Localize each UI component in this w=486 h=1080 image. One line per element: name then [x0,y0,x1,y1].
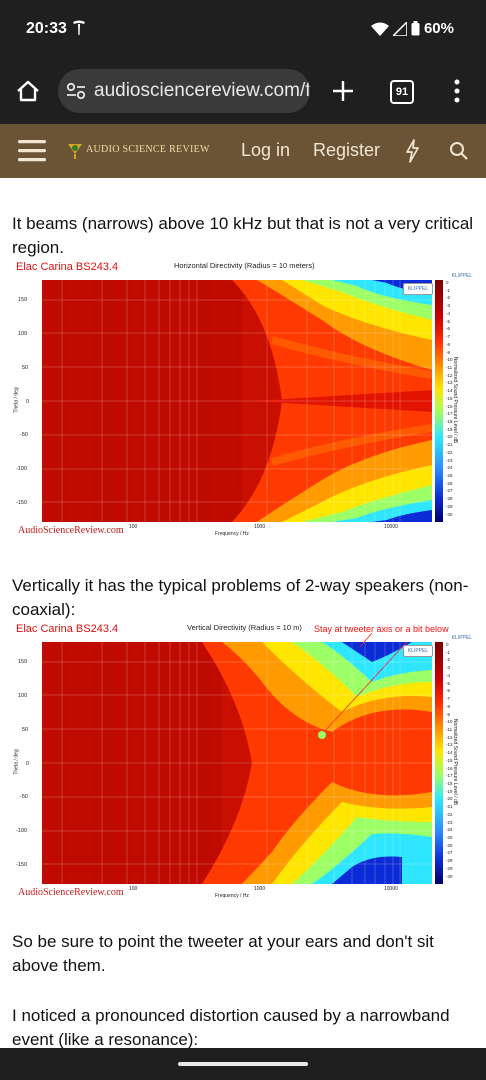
search-icon[interactable] [449,141,469,161]
y-tick: -100 [16,466,28,472]
figure-caption: Elac Carina BS243.4 [16,261,119,273]
system-nav-bar [0,1048,486,1080]
klippel-label: KLIPPEL [451,635,472,641]
wifi-icon [370,22,389,36]
heatmap-plot [42,642,432,884]
home-icon[interactable] [16,80,40,102]
y-tick: -50 [20,432,28,438]
colorbar-tick-labels: 0 -1 -2 -3 -4 -5 -6 -7 -8 -9 -10 -11 -12 -13 -14 -15 -16… [446,642,453,879]
post-paragraph: I noticed a pronounced distortion caused… [12,1006,450,1048]
register-link[interactable]: Register [313,140,381,160]
y-tick: 0 [26,761,30,767]
watermark: AudioScienceReview.com [18,525,124,536]
post-paragraph: Vertically it has the typical problems o… [12,576,469,619]
y-tick: -100 [16,828,28,834]
status-time: 20:33 [26,20,67,37]
tab-switcher-button[interactable]: 91 [390,80,414,104]
signal-icon [392,21,407,36]
home-gesture-handle[interactable] [178,1062,308,1066]
y-axis-label: Theta / deg [13,749,20,775]
site-header: AUDIO SCIENCE REVIEW Log in Register [0,124,486,178]
site-logo-icon[interactable] [66,140,84,160]
colorbar-tick-labels: 0 -1 -2 -3 -4 -5 -6 -7 -8 -9 -10 -11 -12 -13 -14 -15 -16… [446,280,453,517]
whats-new-icon[interactable] [404,139,420,163]
x-tick: 1000 [254,886,266,892]
y-tick: 100 [18,693,28,699]
battery-percent: 60% [423,20,454,37]
colorbar-label: Normalized Sound Pressure Level / dB [452,718,459,806]
x-tick: 10000 [384,886,398,892]
new-tab-icon[interactable] [332,80,354,102]
klippel-badge-text: KLIPPEL [407,286,429,292]
site-settings-icon[interactable] [66,82,86,100]
x-axis-label: Frequency / Hz [215,893,249,899]
x-tick: 100 [129,524,138,530]
colorbar [435,642,443,884]
browser-toolbar: audiosciencereview.com/for 91 [0,58,486,124]
klippel-badge: KLIPPEL [403,283,433,295]
status-bar: 20:33 60% [0,0,486,58]
post-paragraph: It beams (narrows) above 10 kHz but that… [12,214,474,257]
figure-caption: Elac Carina BS243.4 [16,623,119,635]
post-content: It beams (narrows) above 10 kHz but that… [0,178,486,1048]
horizontal-directivity-figure: Elac Carina BS243.4 Horizontal Directivi… [10,257,476,541]
overflow-menu-icon[interactable] [453,79,461,103]
y-tick: 150 [18,659,28,665]
colorbar [435,280,443,522]
x-axis-label: Frequency / Hz [215,531,249,537]
y-tick: 100 [18,331,28,337]
klippel-badge-text: KLIPPEL [407,648,429,654]
chart-title: Vertical Directivity (Radius = 10 m) [187,623,302,632]
status-icons: 60% [370,20,454,37]
y-tick: 50 [22,365,29,371]
heatmap-plot [42,280,432,522]
tesla-app-icon [73,20,85,35]
post-paragraph: So be sure to point the tweeter at your … [12,932,434,975]
x-tick: 100 [129,886,138,892]
vertical-directivity-figure: Elac Carina BS243.4 Vertical Directivity… [10,619,476,903]
colorbar-label: Normalized Sound Pressure Level / dB [452,356,459,444]
y-tick: 50 [22,727,29,733]
y-tick: 150 [18,297,28,303]
y-tick: -150 [16,862,28,868]
watermark: AudioScienceReview.com [18,887,124,898]
url-text: audiosciencereview.com/for [94,80,310,101]
x-tick: 1000 [254,524,266,530]
annotation-text: Stay at tweeter axis or a bit below [314,624,449,634]
chart-title: Horizontal Directivity (Radius = 10 mete… [174,261,315,270]
y-tick: -50 [20,794,28,800]
login-link[interactable]: Log in [241,140,291,160]
annotation-arrow [360,633,373,647]
y-axis-label: Theta / deg [13,387,20,413]
hamburger-menu-icon[interactable] [18,139,46,163]
klippel-label: KLIPPEL [451,273,472,279]
klippel-badge: KLIPPEL [403,645,433,657]
site-logo[interactable]: AUDIO SCIENCE REVIEW [86,144,210,155]
battery-icon [411,21,420,36]
address-bar[interactable]: audiosciencereview.com/for [58,69,310,113]
y-tick: 0 [26,399,30,405]
x-tick: 10000 [384,524,398,530]
y-tick: -150 [16,500,28,506]
